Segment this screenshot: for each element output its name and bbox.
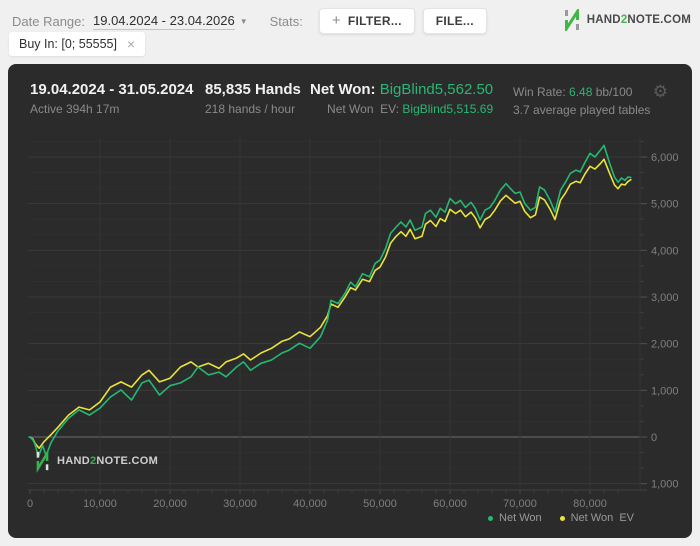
net-won-dot-icon — [488, 515, 494, 521]
plus-icon: + — [331, 11, 341, 29]
legend-net-won-ev-label: Net Won EV — [570, 512, 634, 524]
legend-item-net-won[interactable]: Net Won — [488, 512, 542, 524]
hand2note-logo[interactable]: HAND2NOTE.COM — [563, 9, 691, 31]
chevron-down-icon[interactable]: ▼ — [239, 16, 248, 26]
net-won-ev-line: Net Won EV: BigBlind5,515.69 — [327, 102, 494, 116]
gear-icon[interactable]: ⚙ — [652, 82, 668, 101]
winnings-chart: 6,000 5,000 4,000 3,000 2,000 1,000 0 1,000 0 10,… — [27, 138, 679, 510]
win-rate-line: Win Rate: 6.48 bb/100 — [513, 85, 633, 99]
svg-text:4,000: 4,000 — [651, 245, 679, 257]
file-button[interactable]: FILE... — [422, 8, 487, 34]
win-rate-value: 6.48 — [569, 85, 593, 99]
svg-text:3,000: 3,000 — [651, 292, 679, 304]
svg-text:50,000: 50,000 — [363, 498, 397, 510]
top-toolbar: Date Range: 19.04.2024 - 23.04.2026 ▼ St… — [0, 0, 700, 62]
svg-text:30,000: 30,000 — [223, 498, 257, 510]
svg-text:1,000: 1,000 — [651, 479, 679, 491]
hands-group: 85,835 Hands 218 hands / hour — [205, 81, 301, 116]
svg-text:1,000: 1,000 — [651, 385, 679, 397]
svg-text:20,000: 20,000 — [153, 498, 187, 510]
svg-text:80,000: 80,000 — [573, 498, 607, 510]
hand2note-logo-text: HAND2NOTE.COM — [586, 14, 691, 26]
date-range-dropdown[interactable]: 19.04.2024 - 23.04.2026 — [93, 12, 235, 30]
svg-text:70,000: 70,000 — [503, 498, 537, 510]
hand2note-logo-icon — [564, 9, 579, 31]
date-range-label: Date Range: — [12, 13, 85, 29]
svg-text:5,000: 5,000 — [651, 199, 679, 211]
session-dates-group: 19.04.2024 - 31.05.2024 Active 394h 17m — [30, 81, 193, 116]
file-button-label: FILE... — [435, 14, 474, 28]
stats-label: Stats: — [269, 13, 303, 29]
results-header: 19.04.2024 - 31.05.2024 Active 394h 17m … — [8, 64, 692, 130]
svg-text:0: 0 — [27, 498, 33, 510]
legend-item-net-won-ev[interactable]: Net Won EV — [559, 512, 634, 524]
win-rate-group: Win Rate: 6.48 bb/100 3.7 average played… — [513, 85, 650, 117]
svg-text:10,000: 10,000 — [83, 498, 117, 510]
filter-button[interactable]: + FILTER... — [318, 8, 415, 34]
hands-count: 85,835 Hands — [205, 81, 301, 98]
net-won-ev-value: BigBlind5,515.69 — [402, 102, 494, 116]
buyin-filter-chip[interactable]: Buy In: [0; 55555] × — [9, 32, 146, 56]
svg-text:6,000: 6,000 — [651, 152, 679, 164]
legend-net-won-label: Net Won — [499, 512, 542, 524]
chart-legend: Net Won Net Won EV — [470, 512, 634, 524]
net-won-ev-dot-icon — [559, 515, 565, 521]
svg-text:2,000: 2,000 — [651, 339, 679, 351]
svg-text:60,000: 60,000 — [433, 498, 467, 510]
buyin-filter-chip-label: Buy In: [0; 55555] — [19, 37, 117, 51]
avg-tables: 3.7 average played tables — [513, 103, 651, 117]
hands-per-hour: 218 hands / hour — [205, 102, 296, 116]
toolbar-row: Date Range: 19.04.2024 - 23.04.2026 ▼ St… — [12, 8, 487, 34]
results-panel: 19.04.2024 - 31.05.2024 Active 394h 17m … — [8, 64, 692, 538]
net-won-line: Net Won: BigBlind5,562.50 — [310, 81, 494, 98]
svg-text:40,000: 40,000 — [293, 498, 327, 510]
close-icon[interactable]: × — [127, 36, 136, 52]
net-won-group: Net Won: BigBlind5,562.50 Net Won EV: Bi… — [310, 81, 493, 116]
session-date-range: 19.04.2024 - 31.05.2024 — [30, 81, 194, 98]
net-won-value: BigBlind5,562.50 — [379, 81, 494, 98]
svg-text:0: 0 — [651, 432, 657, 444]
session-active-time: Active 394h 17m — [30, 102, 120, 116]
filter-button-label: FILTER... — [347, 14, 402, 28]
